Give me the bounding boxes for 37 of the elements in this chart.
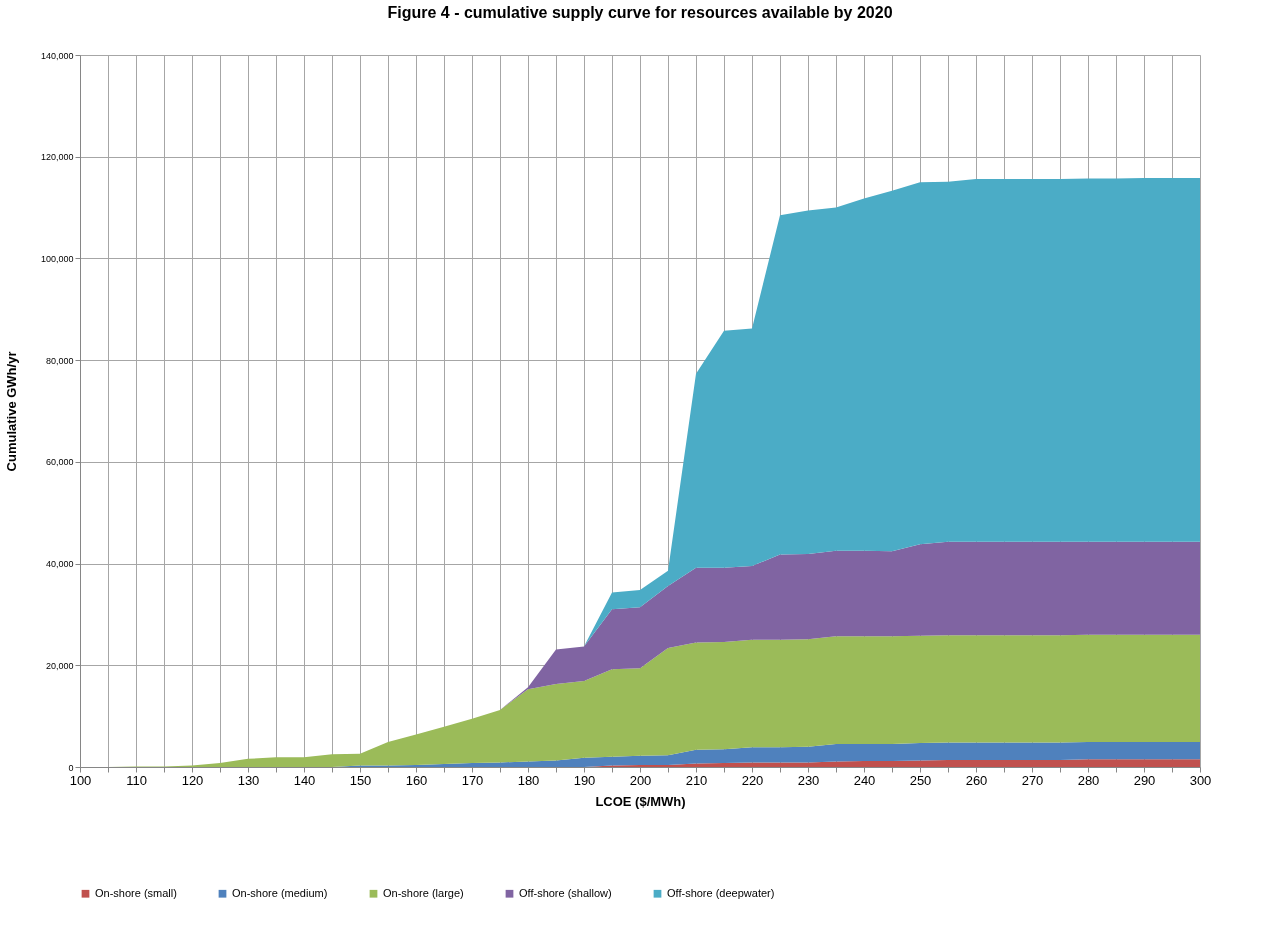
y-tick-label: 80,000 [45,355,74,366]
y-axis-title: Cumulative GWh/yr [3,351,19,472]
x-tick-label: 220 [741,772,764,788]
x-tick-label: 170 [461,772,484,788]
x-tick-label: 240 [853,772,876,788]
x-tick-label: 150 [349,772,372,788]
y-tick-label: 120,000 [40,152,74,163]
y-tick-label: 20,000 [45,660,74,671]
x-axis-title: LCOE ($/MWh) [595,793,686,809]
legend-label: Off-shore (shallow) [519,886,612,899]
x-tick-label: 300 [1189,772,1212,788]
y-tick-label: 140,000 [40,50,74,61]
y-tick-label: 40,000 [45,559,74,570]
x-tick-label: 260 [965,772,988,788]
legend-label: On-shore (medium) [232,886,328,899]
x-tick-label: 230 [797,772,820,788]
legend-label: Off-shore (deepwater) [667,886,775,899]
legend-label: On-shore (large) [383,886,464,899]
chart-title: Figure 4 - cumulative supply curve for resources available by 2020 [387,4,893,21]
x-tick-label: 160 [405,772,428,788]
x-tick-label: 180 [517,772,540,788]
x-tick-label: 290 [1133,772,1156,788]
x-tick-label: 140 [293,772,316,788]
x-tick-label: 250 [909,772,932,788]
x-tick-label: 190 [573,772,596,788]
x-tick-label: 200 [629,772,652,788]
x-tick-label: 110 [126,772,147,788]
x-tick-label: 120 [181,772,204,788]
x-tick-label: 280 [1077,772,1100,788]
x-tick-label: 130 [237,772,260,788]
x-tick-label: 100 [69,772,92,788]
x-tick-label: 210 [685,772,708,788]
x-tick-label: 270 [1021,772,1044,788]
legend-label: On-shore (small) [95,886,177,899]
y-tick-label: 0 [68,762,74,773]
y-tick-label: 60,000 [45,457,74,468]
y-tick-label: 100,000 [40,253,74,264]
